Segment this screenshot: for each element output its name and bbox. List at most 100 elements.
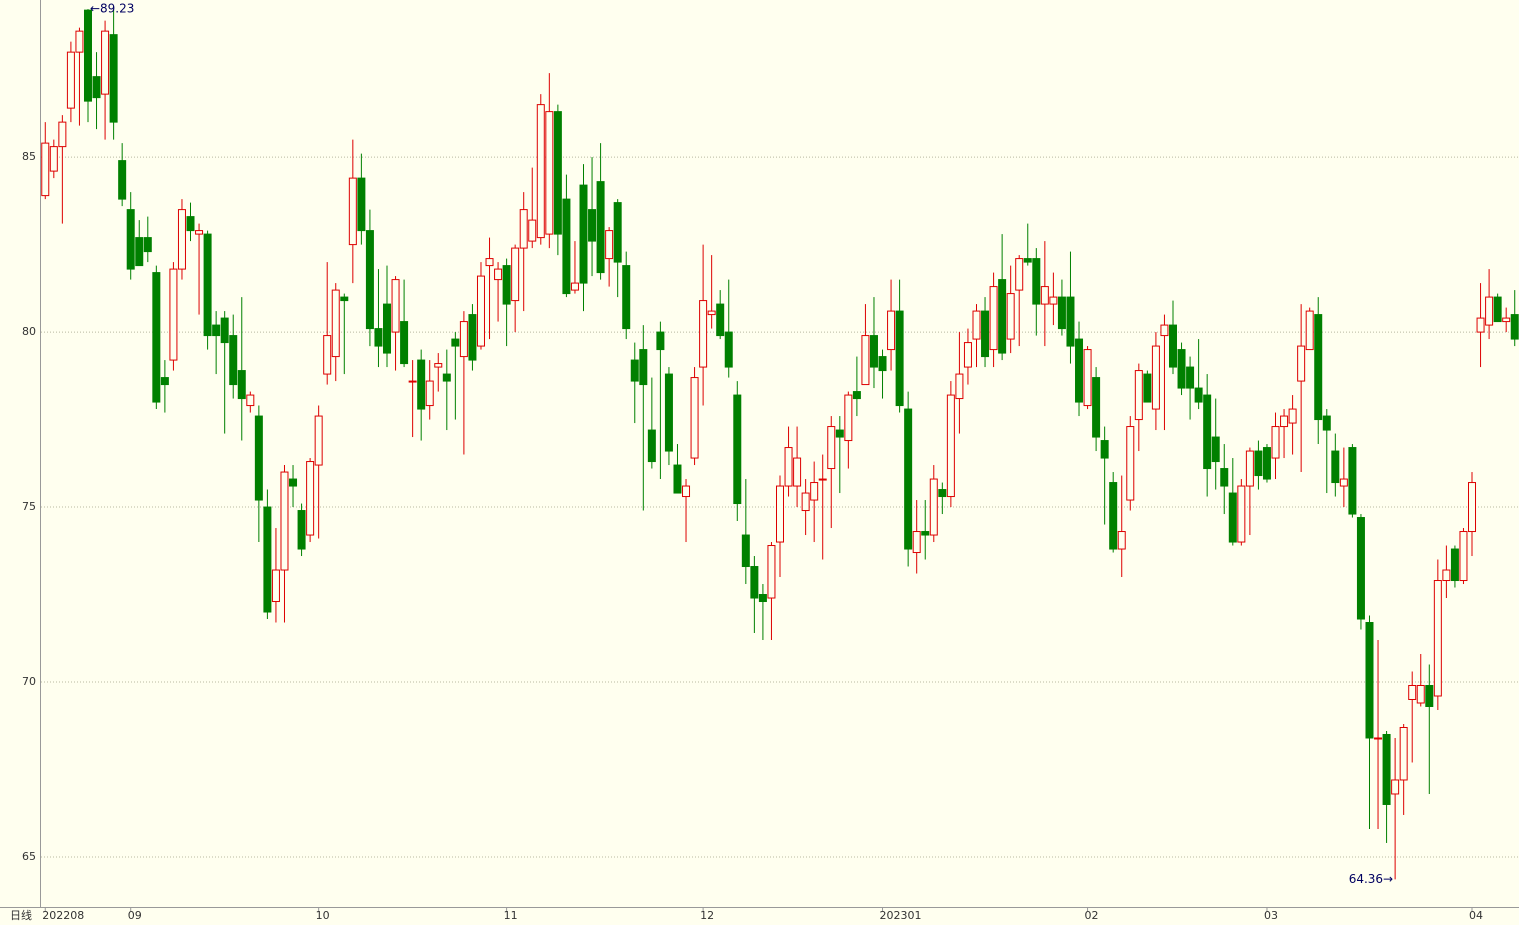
candle-body: [767, 545, 776, 599]
y-tick-label: 80: [22, 325, 36, 338]
x-tick-label: 04: [1469, 909, 1483, 922]
candle-body: [1075, 338, 1084, 403]
candle-body: [699, 300, 708, 368]
candle-body: [195, 230, 204, 235]
candle-body: [1476, 317, 1485, 333]
candle-body: [955, 373, 964, 400]
candle-body: [1356, 517, 1365, 620]
candle-body: [1092, 377, 1101, 438]
candle-body: [1433, 580, 1442, 697]
candle-body: [1015, 258, 1024, 291]
candle-body: [1083, 349, 1092, 407]
x-tick-label: 202208: [42, 909, 84, 922]
candle-body: [49, 146, 58, 172]
candle-body: [1117, 531, 1126, 550]
candle-body: [630, 359, 639, 382]
candle-body: [861, 335, 870, 386]
x-tick-label: 11: [504, 909, 518, 922]
candle-body: [143, 237, 152, 253]
candle-body: [1331, 450, 1340, 484]
candle-body: [434, 363, 443, 368]
candle-body: [66, 51, 75, 109]
candle-body: [152, 272, 161, 403]
candle-body: [553, 111, 562, 235]
candle-body: [408, 380, 417, 383]
candle-body: [1442, 569, 1451, 582]
x-tick-label: 12: [700, 909, 714, 922]
candle-body: [502, 265, 511, 305]
candle-body: [1220, 468, 1229, 487]
candle-body: [998, 279, 1007, 354]
candle-body: [664, 373, 673, 452]
candle-body: [1160, 324, 1169, 337]
y-tick-label: 75: [22, 500, 36, 513]
candle-body: [596, 181, 605, 274]
candle-body: [776, 485, 784, 543]
candle-body: [425, 380, 434, 407]
candle-body: [494, 268, 503, 281]
candle-body: [793, 457, 802, 487]
candle-body: [1126, 426, 1135, 501]
candle-body: [1468, 482, 1477, 533]
candle-body: [220, 317, 229, 344]
candle-body: [1322, 415, 1331, 431]
candle-body: [1100, 440, 1109, 459]
candle-body: [690, 377, 699, 459]
candle-body: [101, 30, 110, 95]
candle-body: [186, 216, 195, 232]
candle-body: [254, 415, 263, 501]
candle-body: [323, 335, 332, 375]
candle-body: [1023, 258, 1032, 263]
candle-body: [1254, 450, 1263, 477]
candle-body: [365, 230, 374, 330]
candle-body: [929, 478, 938, 536]
candle-body: [921, 531, 930, 536]
candle-body: [1203, 394, 1212, 470]
candle-body: [1177, 349, 1186, 389]
candle-body: [1314, 314, 1323, 421]
x-tick-label: 03: [1264, 909, 1278, 922]
period-label: 日线: [10, 908, 32, 922]
x-tick-label: 02: [1085, 909, 1099, 922]
candle-body: [904, 408, 913, 550]
candle-body: [938, 489, 947, 498]
candle-body: [1134, 370, 1143, 421]
candle-body: [758, 594, 767, 603]
candle-body: [869, 335, 878, 368]
candle-body: [895, 310, 904, 407]
candle-body: [1408, 684, 1417, 700]
candle-body: [912, 531, 921, 554]
candle-body: [605, 230, 614, 260]
candle-body: [1305, 310, 1314, 351]
candle-body: [1168, 324, 1177, 368]
candle-body: [1493, 296, 1502, 323]
candle-body: [733, 394, 742, 505]
candle-body: [476, 275, 485, 347]
candle-body: [741, 534, 750, 568]
candle-body: [946, 394, 955, 498]
candle-body: [1416, 684, 1425, 704]
candle-body: [1399, 726, 1408, 781]
candle-body: [271, 569, 280, 603]
candle-body: [1143, 373, 1152, 403]
candle-body: [203, 233, 212, 337]
candle-body: [1151, 345, 1160, 410]
candle-body: [1109, 482, 1118, 550]
candle-body: [622, 265, 631, 330]
candle-body: [1237, 485, 1246, 543]
candle-body: [1459, 531, 1468, 582]
candle-body: [169, 268, 178, 361]
candle-body: [1288, 408, 1297, 424]
candle-body: [810, 482, 819, 501]
candle-body: [58, 121, 67, 148]
y-tick-label: 85: [22, 150, 36, 163]
candle-body: [75, 30, 84, 53]
candle-body: [579, 184, 588, 284]
candle-body: [297, 510, 306, 550]
candle-body: [562, 198, 571, 295]
candle-body: [1297, 345, 1306, 382]
candle-body: [981, 310, 990, 358]
candle-body: [1245, 450, 1254, 487]
candle-body: [878, 356, 887, 372]
